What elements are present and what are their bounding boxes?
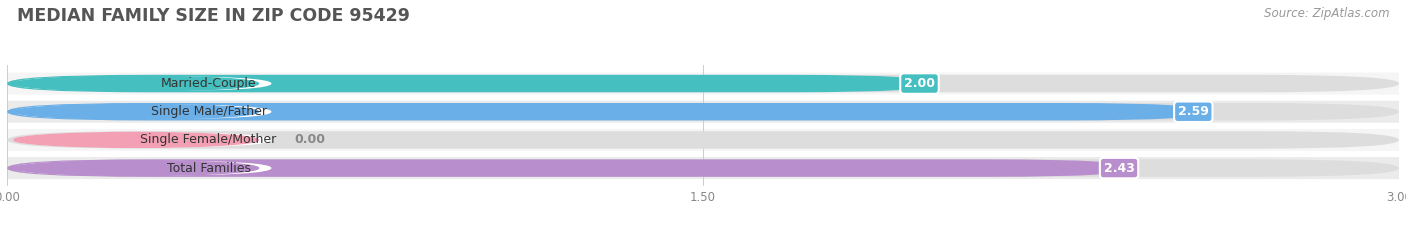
Text: 2.00: 2.00 xyxy=(904,77,935,90)
Text: 0.00: 0.00 xyxy=(295,134,326,146)
FancyBboxPatch shape xyxy=(7,159,1135,177)
Text: Single Female/Mother: Single Female/Mother xyxy=(141,134,277,146)
FancyBboxPatch shape xyxy=(7,131,1399,149)
FancyBboxPatch shape xyxy=(14,161,271,175)
Text: Total Families: Total Families xyxy=(166,161,250,175)
FancyBboxPatch shape xyxy=(7,159,1399,177)
Text: 2.59: 2.59 xyxy=(1178,105,1209,118)
Circle shape xyxy=(14,104,259,119)
FancyBboxPatch shape xyxy=(7,101,1399,123)
FancyBboxPatch shape xyxy=(7,75,935,92)
FancyBboxPatch shape xyxy=(14,133,271,147)
FancyBboxPatch shape xyxy=(7,129,1399,151)
FancyBboxPatch shape xyxy=(7,103,1209,120)
FancyBboxPatch shape xyxy=(7,72,1399,95)
Text: Single Male/Father: Single Male/Father xyxy=(150,105,267,118)
Circle shape xyxy=(14,133,259,147)
Circle shape xyxy=(14,161,259,175)
FancyBboxPatch shape xyxy=(7,157,1399,179)
FancyBboxPatch shape xyxy=(7,75,1399,92)
Text: 2.43: 2.43 xyxy=(1104,161,1135,175)
FancyBboxPatch shape xyxy=(14,76,271,91)
FancyBboxPatch shape xyxy=(14,104,271,119)
FancyBboxPatch shape xyxy=(7,103,1399,120)
Text: MEDIAN FAMILY SIZE IN ZIP CODE 95429: MEDIAN FAMILY SIZE IN ZIP CODE 95429 xyxy=(17,7,409,25)
Text: Source: ZipAtlas.com: Source: ZipAtlas.com xyxy=(1264,7,1389,20)
Text: Married-Couple: Married-Couple xyxy=(160,77,256,90)
Circle shape xyxy=(14,76,259,91)
